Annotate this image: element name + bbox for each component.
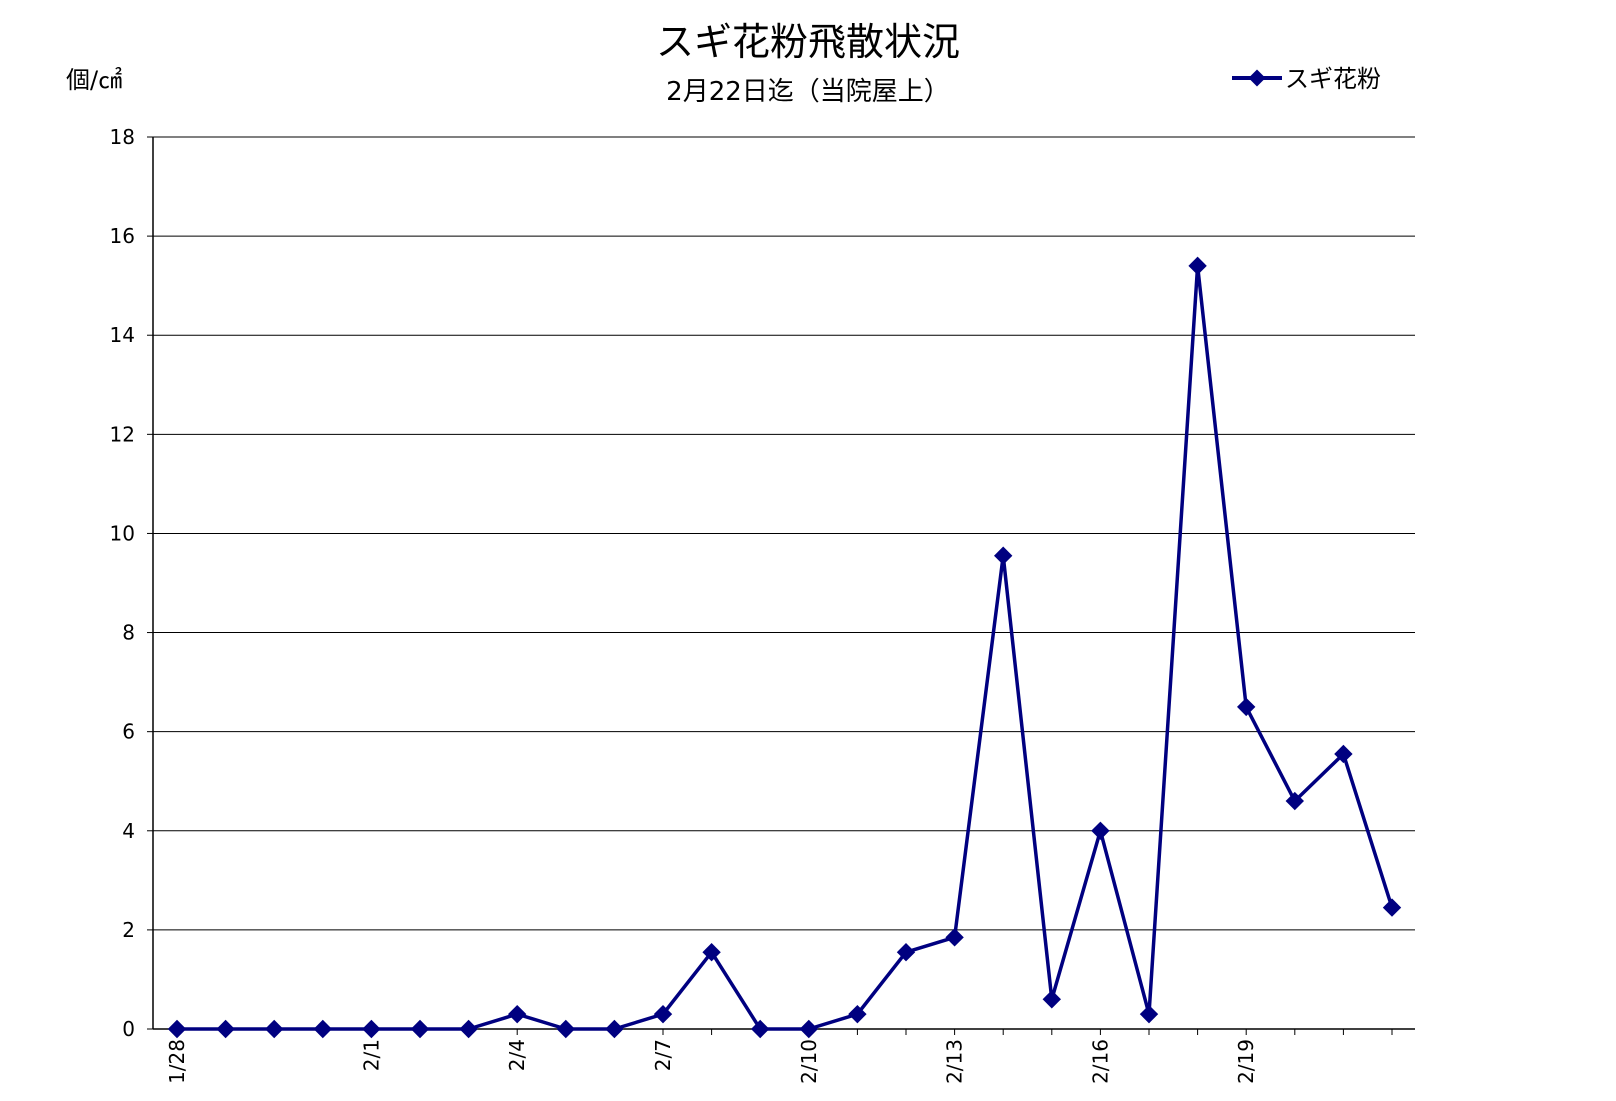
legend-series-label: スギ花粉 bbox=[1285, 65, 1381, 93]
data-point-marker bbox=[605, 1019, 624, 1039]
x-tick-label: 2/1 bbox=[359, 1039, 383, 1071]
y-axis-ticks: 0 2 4 6 8 10 12 14 16 18 bbox=[110, 125, 153, 1041]
gridlines bbox=[153, 136, 1415, 931]
data-point-marker bbox=[459, 1019, 478, 1039]
legend-marker-swatch bbox=[1248, 69, 1266, 87]
data-point-marker bbox=[1285, 791, 1304, 811]
y-tick-label: 16 bbox=[110, 224, 135, 248]
data-point-marker bbox=[1334, 744, 1353, 764]
series-layer bbox=[167, 256, 1402, 1039]
x-tick-label: 2/7 bbox=[651, 1039, 675, 1071]
data-point-marker bbox=[1139, 1004, 1159, 1024]
legend: スギ花粉 bbox=[1232, 65, 1381, 93]
data-point-marker bbox=[362, 1019, 381, 1039]
y-tick-label: 10 bbox=[110, 521, 135, 545]
y-tick-label: 14 bbox=[110, 323, 135, 347]
data-point-marker bbox=[799, 1019, 818, 1039]
data-point-marker bbox=[653, 1004, 673, 1024]
y-tick-label: 18 bbox=[110, 125, 135, 149]
data-point-marker bbox=[410, 1019, 430, 1039]
x-tick-label: 2/4 bbox=[505, 1039, 529, 1071]
data-point-marker bbox=[1188, 256, 1207, 276]
y-tick-label: 2 bbox=[122, 918, 135, 942]
data-point-marker bbox=[1042, 990, 1061, 1009]
data-point-marker bbox=[556, 1019, 575, 1039]
x-tick-label: 2/10 bbox=[797, 1039, 821, 1084]
chart-title: スギ花粉飛散状況 bbox=[656, 20, 960, 64]
y-tick-label: 4 bbox=[122, 819, 135, 843]
data-point-marker bbox=[1237, 697, 1256, 717]
data-point-marker bbox=[313, 1019, 332, 1039]
data-point-marker bbox=[848, 1004, 867, 1024]
axes bbox=[152, 137, 1415, 1030]
x-tick-label: 1/28 bbox=[165, 1039, 189, 1084]
x-tick-label: 2/19 bbox=[1234, 1039, 1258, 1084]
y-tick-label: 8 bbox=[122, 621, 135, 645]
x-tick-label: 2/16 bbox=[1088, 1039, 1112, 1084]
data-point-marker bbox=[945, 928, 964, 947]
chart-subtitle: 2月22日迄（当院屋上） bbox=[666, 77, 950, 107]
data-point-marker bbox=[265, 1019, 284, 1039]
data-point-marker bbox=[994, 546, 1013, 565]
x-tick-label: 2/13 bbox=[943, 1039, 967, 1084]
x-axis-ticks: 1/28 2/1 2/4 2/7 2/10 2/13 2/16 2/19 bbox=[165, 1029, 1393, 1084]
data-point-marker bbox=[751, 1019, 770, 1039]
y-tick-label: 0 bbox=[122, 1017, 135, 1041]
data-point-marker bbox=[1382, 898, 1402, 917]
y-tick-label: 6 bbox=[122, 720, 135, 744]
y-axis-unit-label: 個/㎠ bbox=[66, 66, 122, 94]
data-point-marker bbox=[216, 1019, 235, 1039]
series-line bbox=[177, 264, 1394, 1031]
data-point-marker bbox=[896, 942, 916, 962]
data-point-marker bbox=[508, 1004, 527, 1024]
data-point-marker bbox=[167, 1019, 187, 1039]
y-tick-label: 12 bbox=[110, 422, 135, 446]
data-point-marker bbox=[702, 942, 721, 962]
data-point-marker bbox=[1091, 821, 1110, 840]
